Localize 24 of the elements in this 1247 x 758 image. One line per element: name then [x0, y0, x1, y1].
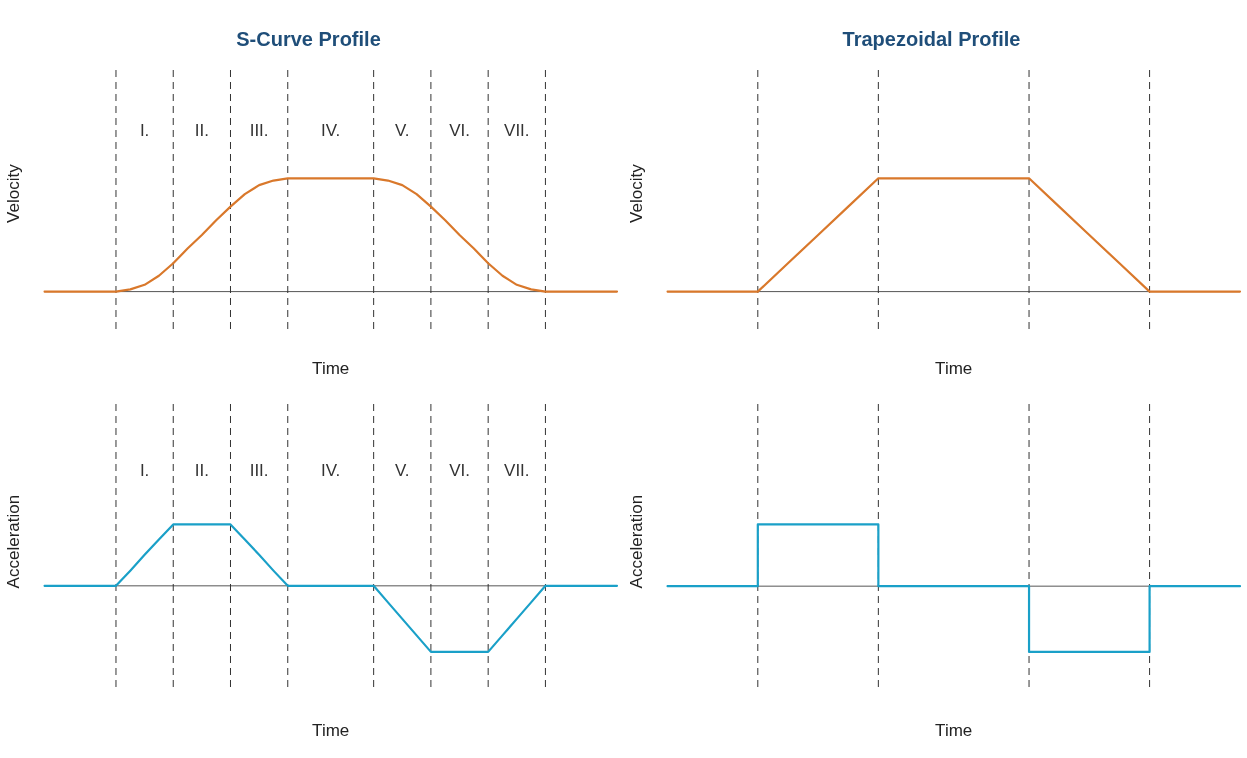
chart-title: S-Curve Profile: [236, 27, 381, 50]
y-axis-title: Acceleration: [3, 494, 23, 589]
text: I.: [139, 460, 150, 480]
chart-title: Trapezoidal Profile: [842, 27, 1021, 50]
y-axis-title: Acceleration: [626, 494, 646, 589]
text: VI.: [449, 120, 470, 140]
text: VI.: [449, 460, 470, 480]
text: III.: [249, 120, 269, 140]
text: II.: [194, 460, 209, 480]
text: IV.: [321, 460, 341, 480]
x-axis-title: Time: [935, 721, 973, 741]
text: IV.: [321, 120, 341, 140]
text: V.: [395, 120, 410, 140]
text: V.: [395, 460, 410, 480]
y-axis-title: Velocity: [3, 163, 23, 223]
x-axis-title: Time: [312, 721, 350, 741]
text: III.: [249, 460, 269, 480]
text: II.: [194, 120, 209, 140]
x-axis-title: Time: [935, 359, 973, 379]
x-axis-title: Time: [312, 359, 350, 379]
text: VII.: [504, 120, 530, 140]
text: VII.: [504, 460, 530, 480]
text: I.: [139, 120, 150, 140]
y-axis-title: Velocity: [626, 163, 646, 223]
